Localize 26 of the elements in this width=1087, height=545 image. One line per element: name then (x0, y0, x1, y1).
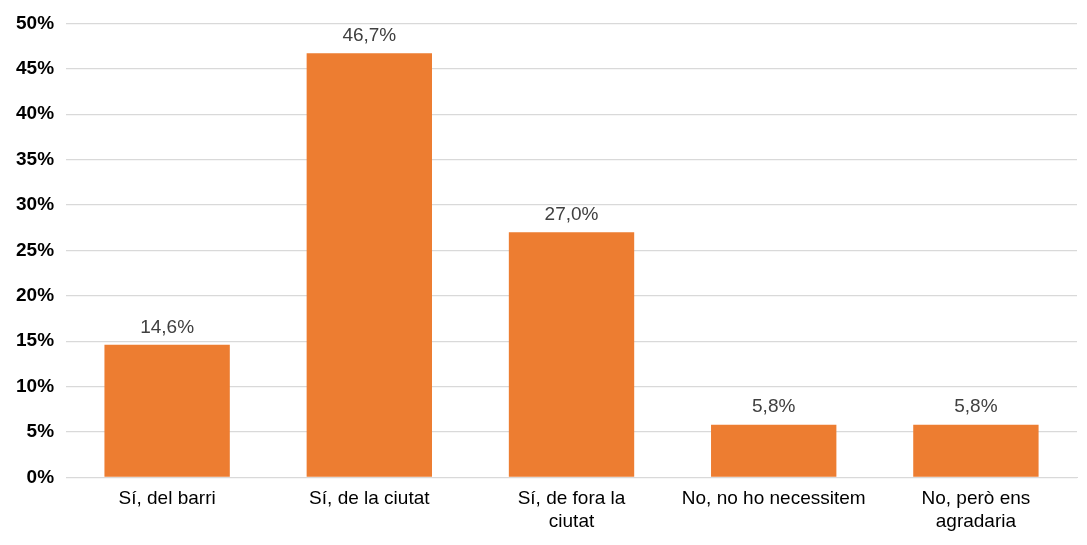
y-tick-label: 50% (16, 11, 55, 33)
x-tick-label: Sí, del barri (118, 487, 216, 509)
data-label: 27,0% (544, 202, 599, 224)
y-tick-label: 25% (16, 238, 55, 260)
y-tick-label: 30% (16, 193, 55, 215)
x-tick-label: Sí, de la ciutat (309, 487, 431, 509)
data-label: 14,6% (140, 315, 195, 337)
y-tick-label: 35% (16, 147, 55, 169)
x-tick-label: No, però ens agradaria (921, 487, 1031, 531)
y-tick-label: 20% (16, 284, 55, 306)
y-tick-label: 5% (26, 420, 55, 442)
data-label: 5,8% (752, 395, 796, 417)
bar (104, 344, 230, 477)
y-tick-label: 40% (16, 102, 55, 124)
bar (711, 424, 837, 477)
data-label: 5,8% (954, 395, 998, 417)
bar (913, 424, 1039, 477)
y-tick-label: 15% (16, 329, 55, 351)
x-tick-label: Sí, de fora la ciutat (517, 487, 626, 531)
x-tick-label: No, no ho necessitem (681, 487, 866, 509)
y-tick-label: 0% (26, 465, 55, 487)
y-tick-label: 10% (16, 374, 55, 396)
data-label: 46,7% (342, 24, 397, 46)
bar (306, 53, 432, 477)
bar (508, 232, 635, 477)
y-tick-label: 45% (16, 57, 55, 79)
